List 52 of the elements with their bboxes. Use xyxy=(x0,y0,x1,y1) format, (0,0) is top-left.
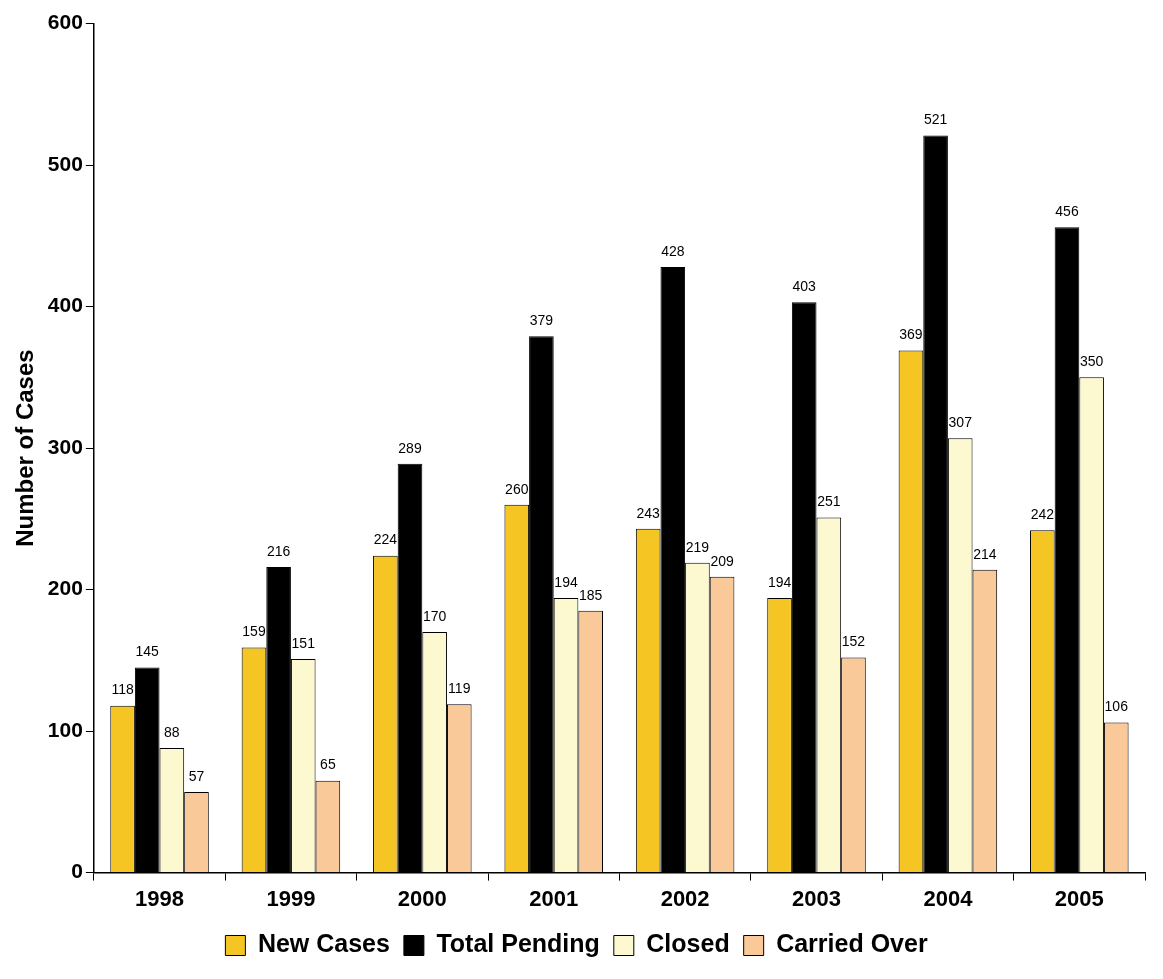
data-label: 219 xyxy=(685,538,710,555)
y-tick-label: 300 xyxy=(47,434,83,458)
data-label: 159 xyxy=(242,623,266,640)
data-label: 57 xyxy=(188,767,205,784)
y-tick-label: 500 xyxy=(47,151,83,175)
data-label: 260 xyxy=(505,480,529,497)
data-label: 350 xyxy=(1079,353,1104,370)
y-axis-title: Number of Cases xyxy=(11,349,39,547)
legend-label: Closed xyxy=(646,929,730,958)
data-label: 428 xyxy=(661,242,685,259)
data-label: 65 xyxy=(320,756,336,773)
data-label: 194 xyxy=(554,573,578,590)
data-label: 456 xyxy=(1055,203,1079,220)
data-label: 119 xyxy=(448,680,471,697)
x-tick-label: 2002 xyxy=(660,885,710,911)
x-tick-label: 2000 xyxy=(397,885,447,911)
data-label: 209 xyxy=(710,552,734,569)
x-tick-label: 2004 xyxy=(923,885,974,911)
data-label: 194 xyxy=(767,573,792,590)
data-label: 170 xyxy=(422,607,447,624)
data-label: 106 xyxy=(1104,698,1129,715)
data-label: 145 xyxy=(135,643,160,660)
legend-label: Carried Over xyxy=(776,929,928,958)
y-tick-label: 600 xyxy=(47,10,83,34)
data-label: 379 xyxy=(529,312,554,329)
y-tick-label: 100 xyxy=(47,717,83,741)
data-label: 216 xyxy=(266,542,291,559)
data-label: 152 xyxy=(841,633,866,650)
x-tick-label: 2003 xyxy=(792,885,841,911)
data-label: 214 xyxy=(973,545,997,562)
legend-label: Total Pending xyxy=(436,929,600,958)
data-label: 118 xyxy=(111,681,134,698)
data-label: 369 xyxy=(899,326,923,343)
y-tick-label: 200 xyxy=(47,576,83,600)
data-label: 242 xyxy=(1030,506,1055,523)
data-label: 251 xyxy=(817,493,841,510)
x-tick-label: 2001 xyxy=(529,885,579,911)
data-label: 243 xyxy=(636,504,661,521)
x-tick-label: 2005 xyxy=(1054,885,1104,911)
data-label: 289 xyxy=(398,439,422,456)
y-tick-label: 400 xyxy=(47,293,83,317)
data-label: 88 xyxy=(164,723,180,740)
data-label: 307 xyxy=(948,414,973,431)
data-label: 151 xyxy=(291,634,316,651)
y-tick-label: 0 xyxy=(71,859,83,883)
data-label: 185 xyxy=(579,586,603,603)
data-label: 403 xyxy=(792,278,817,295)
data-label: 521 xyxy=(923,111,948,128)
legend-label: New Cases xyxy=(257,929,390,958)
x-tick-label: 1999 xyxy=(266,885,316,911)
x-tick-label: 1998 xyxy=(135,885,185,911)
data-label: 224 xyxy=(373,531,398,548)
